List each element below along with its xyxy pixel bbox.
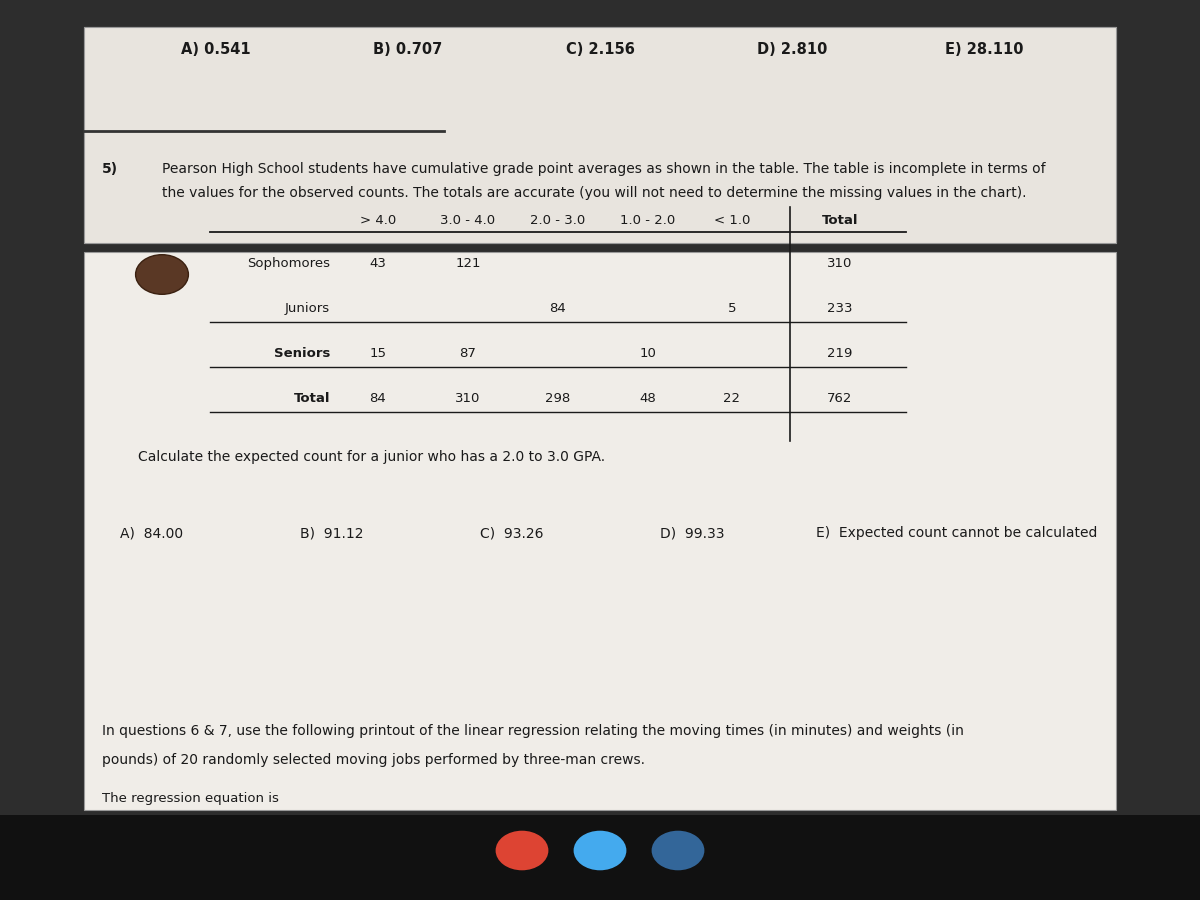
FancyBboxPatch shape (84, 27, 1116, 243)
Text: 762: 762 (827, 392, 853, 405)
Text: 15: 15 (370, 347, 386, 360)
Text: B)  91.12: B) 91.12 (300, 526, 364, 541)
Text: 43: 43 (370, 257, 386, 270)
Circle shape (496, 831, 548, 870)
Text: In questions 6 & 7, use the following printout of the linear regression relating: In questions 6 & 7, use the following pr… (102, 724, 964, 739)
Text: C) 2.156: C) 2.156 (565, 42, 635, 57)
Text: pounds) of 20 randomly selected moving jobs performed by three-man crews.: pounds) of 20 randomly selected moving j… (102, 753, 646, 768)
Text: 48: 48 (640, 392, 656, 405)
Text: 121: 121 (455, 257, 481, 270)
Text: 87: 87 (460, 347, 476, 360)
Text: 84: 84 (370, 392, 386, 405)
Text: E)  Expected count cannot be calculated: E) Expected count cannot be calculated (816, 526, 1097, 541)
Text: Pearson High School students have cumulative grade point averages as shown in th: Pearson High School students have cumula… (162, 162, 1045, 176)
Text: Total: Total (294, 392, 330, 405)
Text: D)  99.33: D) 99.33 (660, 526, 725, 541)
Text: 2.0 - 3.0: 2.0 - 3.0 (530, 214, 586, 227)
Text: 233: 233 (827, 302, 853, 315)
Text: 3.0 - 4.0: 3.0 - 4.0 (440, 214, 496, 227)
Circle shape (652, 831, 704, 870)
Text: > 4.0: > 4.0 (360, 214, 396, 227)
Text: the values for the observed counts. The totals are accurate (you will not need t: the values for the observed counts. The … (162, 186, 1026, 201)
Text: A) 0.541: A) 0.541 (181, 42, 251, 57)
Text: 1.0 - 2.0: 1.0 - 2.0 (620, 214, 676, 227)
Text: 10: 10 (640, 347, 656, 360)
Text: 22: 22 (724, 392, 740, 405)
Text: Total: Total (822, 214, 858, 227)
Text: A)  84.00: A) 84.00 (120, 526, 184, 541)
Text: Juniors: Juniors (284, 302, 330, 315)
Text: 298: 298 (545, 392, 571, 405)
Text: 5): 5) (102, 162, 118, 176)
Text: Calculate the expected count for a junior who has a 2.0 to 3.0 GPA.: Calculate the expected count for a junio… (138, 450, 605, 464)
Circle shape (574, 831, 626, 870)
Text: Seniors: Seniors (274, 347, 330, 360)
Text: 84: 84 (550, 302, 566, 315)
FancyBboxPatch shape (84, 27, 1116, 243)
Text: 310: 310 (455, 392, 481, 405)
Text: D) 2.810: D) 2.810 (757, 42, 827, 57)
Circle shape (136, 255, 188, 294)
Text: 219: 219 (827, 347, 853, 360)
Text: E) 28.110: E) 28.110 (944, 42, 1024, 57)
Text: C)  93.26: C) 93.26 (480, 526, 544, 541)
Text: Sophomores: Sophomores (247, 257, 330, 270)
Text: 5: 5 (727, 302, 737, 315)
FancyBboxPatch shape (0, 814, 1200, 900)
Text: 310: 310 (827, 257, 853, 270)
Text: < 1.0: < 1.0 (714, 214, 750, 227)
FancyBboxPatch shape (84, 252, 1116, 810)
Text: The regression equation is: The regression equation is (102, 792, 278, 805)
Text: B) 0.707: B) 0.707 (373, 42, 443, 57)
